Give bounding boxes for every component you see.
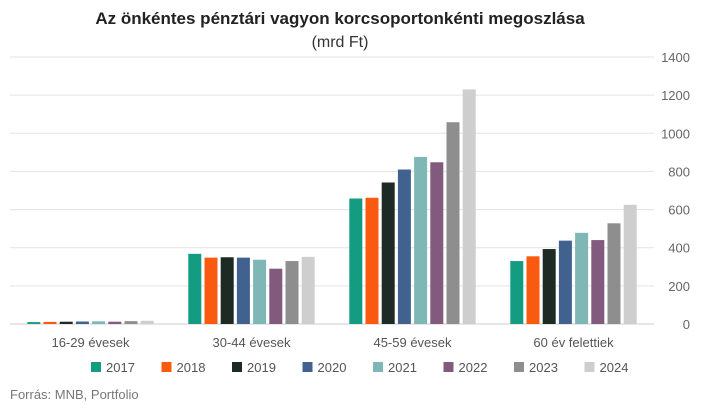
x-category-label: 16-29 évesek — [51, 335, 130, 350]
y-tick-label: 1400 — [661, 50, 690, 65]
bar-2024-1 — [140, 320, 154, 324]
legend-label-2018: 2018 — [177, 360, 206, 375]
x-category-label: 45-59 évesek — [373, 335, 452, 350]
bar-2020-3 — [397, 169, 411, 324]
bar-2024-4 — [623, 204, 637, 324]
bar-2023-2 — [285, 261, 299, 324]
legend-label-2024: 2024 — [600, 360, 629, 375]
bar-2019-1 — [59, 321, 73, 324]
bar-2018-4 — [526, 256, 540, 324]
y-tick-label: 800 — [668, 164, 690, 179]
legend-swatch-2023 — [514, 362, 524, 372]
y-tick-label: 600 — [668, 203, 690, 218]
bar-2017-4 — [510, 261, 524, 324]
bar-2019-3 — [381, 182, 395, 324]
legend-label-2020: 2020 — [318, 360, 347, 375]
legend-swatch-2021 — [373, 362, 383, 372]
bar-2023-1 — [124, 321, 138, 324]
bar-2019-2 — [220, 257, 234, 324]
y-tick-label: 1200 — [661, 88, 690, 103]
bar-2021-1 — [92, 321, 106, 324]
chart-subtitle: (mrd Ft) — [312, 34, 369, 51]
bar-2022-3 — [430, 162, 444, 324]
bar-2024-2 — [301, 256, 315, 324]
bar-2017-1 — [27, 322, 41, 324]
bar-2021-4 — [575, 232, 589, 324]
bar-2018-2 — [204, 257, 218, 324]
bar-2022-2 — [269, 268, 283, 324]
bars — [27, 89, 637, 325]
legend-swatch-2022 — [443, 362, 454, 372]
y-axis: 0 200 400 600 800 1000 1200 1400 — [661, 50, 690, 332]
bar-2020-2 — [236, 257, 250, 324]
grid-lines — [10, 56, 654, 325]
bar-2018-1 — [43, 321, 57, 324]
y-tick-label: 0 — [683, 317, 690, 332]
bar-2022-1 — [108, 321, 122, 324]
legend-label-2019: 2019 — [247, 360, 276, 375]
y-tick-label: 1000 — [661, 126, 690, 141]
legend-label-2021: 2021 — [388, 360, 417, 375]
chart-title: Az önkéntes pénztári vagyon korcsoporton… — [95, 9, 585, 28]
legend-label-2017: 2017 — [106, 360, 135, 375]
legend-swatch-2018 — [161, 362, 172, 372]
bar-2020-1 — [75, 321, 89, 324]
source-note: Forrás: MNB, Portfolio — [10, 387, 139, 402]
x-category-label: 30-44 évesek — [212, 335, 291, 350]
x-axis: 16-29 évesek 30-44 évesek 45-59 évesek 60 é… — [51, 335, 614, 350]
x-category-label: 60 év felettiek — [533, 335, 614, 350]
bar-2017-3 — [349, 198, 363, 324]
bar-2020-4 — [558, 240, 572, 324]
bar-2021-3 — [414, 156, 428, 324]
legend-swatch-2019 — [232, 362, 242, 372]
bar-2022-4 — [591, 240, 605, 324]
legend-swatch-2024 — [584, 362, 595, 372]
bar-2019-4 — [542, 249, 556, 324]
bar-2023-3 — [446, 122, 460, 324]
legend-swatch-2020 — [302, 362, 313, 372]
bar-2021-2 — [253, 259, 267, 324]
y-tick-label: 400 — [668, 241, 690, 256]
y-tick-label: 200 — [668, 279, 690, 294]
bar-2017-2 — [188, 253, 202, 324]
legend-label-2022: 2022 — [459, 360, 488, 375]
bar-2023-4 — [607, 223, 621, 324]
bar-2024-3 — [462, 89, 476, 325]
legend-label-2023: 2023 — [529, 360, 558, 375]
legend-swatch-2017 — [91, 362, 101, 372]
bar-2018-3 — [365, 197, 379, 324]
legend: 2017 2018 2019 2020 2021 2022 2023 2024 — [91, 360, 628, 375]
